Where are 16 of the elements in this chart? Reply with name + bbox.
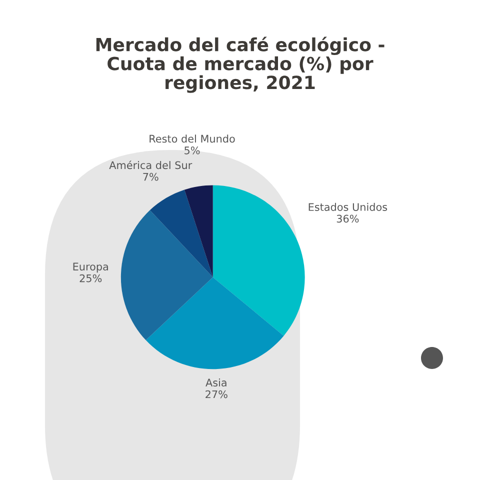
slice-label: América del Sur (109, 160, 192, 170)
pie-slice (150, 190, 213, 278)
data-label: 36% (336, 214, 359, 223)
slice-label: Asia (206, 378, 226, 387)
data-label: 27% (206, 390, 228, 398)
data-label: 25% (80, 274, 102, 282)
pie-slice (120, 210, 213, 340)
pie-slice (212, 185, 305, 336)
pie-slice (184, 185, 213, 278)
chart-title: Mercado del café ecológico - Cuota de mercado (%) por regiones, 2021 (96, 36, 384, 93)
slice-label: Resto del Mundo (150, 134, 235, 143)
slice-label: Estados Unidos (308, 202, 388, 211)
data-label: 7% (143, 172, 158, 181)
slice-label: Europa (73, 262, 108, 273)
pie-slice (146, 277, 284, 370)
data-label: 5% (184, 146, 200, 154)
